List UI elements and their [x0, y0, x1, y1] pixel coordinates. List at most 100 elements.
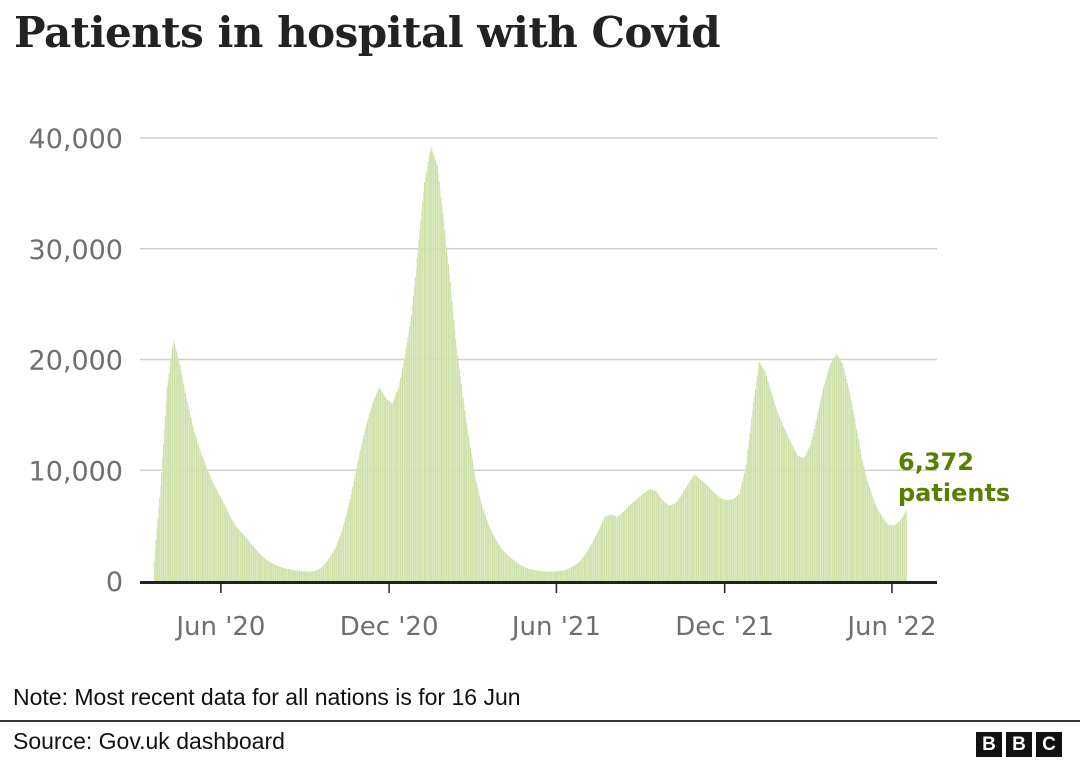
bar: [725, 499, 727, 581]
bar: [275, 565, 277, 581]
bar: [284, 568, 286, 581]
bar: [808, 448, 810, 581]
bar: [440, 197, 442, 581]
bar: [280, 567, 282, 581]
bar: [231, 520, 233, 581]
bar: [652, 490, 654, 581]
bar: [674, 503, 676, 581]
bar: [465, 417, 467, 581]
bar: [560, 570, 562, 581]
bar: [876, 506, 878, 581]
x-tick-label: Jun '22: [845, 612, 936, 642]
bar: [762, 368, 764, 581]
bar: [396, 391, 398, 581]
bar: [814, 425, 816, 581]
bar: [587, 549, 589, 581]
bar: [309, 571, 311, 581]
bar: [728, 499, 730, 581]
bar: [838, 358, 840, 581]
bar: [569, 568, 571, 581]
bar: [831, 361, 833, 581]
bar: [314, 571, 316, 581]
bar: [836, 355, 838, 581]
bar: [657, 493, 659, 581]
bar: [179, 365, 181, 581]
bar: [172, 347, 174, 581]
bar: [880, 515, 882, 581]
bar: [198, 448, 200, 581]
bar: [577, 562, 579, 581]
bar: [637, 498, 639, 581]
bar: [361, 442, 363, 581]
bar: [798, 456, 800, 581]
bar: [288, 569, 290, 581]
bar: [345, 514, 347, 581]
bar: [700, 480, 702, 581]
bar: [455, 338, 457, 581]
bar: [752, 409, 754, 581]
bar: [459, 376, 461, 581]
bar: [734, 497, 736, 581]
bar: [645, 491, 647, 581]
bar: [223, 503, 225, 581]
bar: [414, 277, 416, 581]
bar: [468, 436, 470, 581]
bar: [546, 571, 548, 581]
bar: [738, 494, 740, 581]
bar: [337, 541, 339, 581]
bar: [207, 469, 209, 581]
bar: [605, 516, 607, 581]
bar: [388, 400, 390, 581]
bar: [532, 569, 534, 581]
bar: [813, 428, 815, 581]
bar: [471, 459, 473, 581]
bar: [550, 571, 552, 581]
bar: [817, 412, 819, 581]
bar: [411, 315, 413, 581]
bar: [170, 360, 172, 581]
bar: [251, 544, 253, 581]
bar: [254, 548, 256, 581]
bar: [447, 264, 449, 581]
bar: [702, 481, 704, 581]
bar: [811, 440, 813, 581]
bar: [472, 464, 474, 581]
bar: [803, 458, 805, 581]
bar: [191, 421, 193, 581]
bar: [412, 305, 414, 581]
bar: [866, 477, 868, 581]
bar: [518, 564, 520, 581]
bar: [779, 418, 781, 581]
bar: [902, 516, 904, 581]
bar: [735, 496, 737, 581]
bar: [722, 498, 724, 581]
bar: [594, 538, 596, 581]
bar: [218, 493, 220, 581]
bar: [536, 570, 538, 581]
bar: [903, 513, 905, 581]
bar: [228, 513, 230, 581]
bar: [389, 401, 391, 581]
bar: [629, 505, 630, 581]
bar: [555, 571, 557, 581]
bar: [585, 552, 587, 581]
bar: [157, 518, 159, 581]
bar: [691, 478, 693, 581]
bar: [386, 399, 388, 581]
bar: [537, 570, 539, 581]
bar: [848, 390, 850, 581]
bar: [350, 494, 352, 581]
bar: [379, 387, 380, 581]
bar: [768, 385, 770, 581]
bar: [348, 503, 350, 581]
bar: [214, 486, 216, 581]
bar: [549, 571, 551, 581]
bar: [243, 535, 245, 581]
bar: [345, 517, 346, 581]
bar: [329, 557, 331, 581]
bar: [377, 391, 379, 581]
bar: [304, 571, 306, 581]
bar: [799, 456, 801, 581]
bar: [869, 490, 871, 581]
bar: [367, 420, 369, 581]
